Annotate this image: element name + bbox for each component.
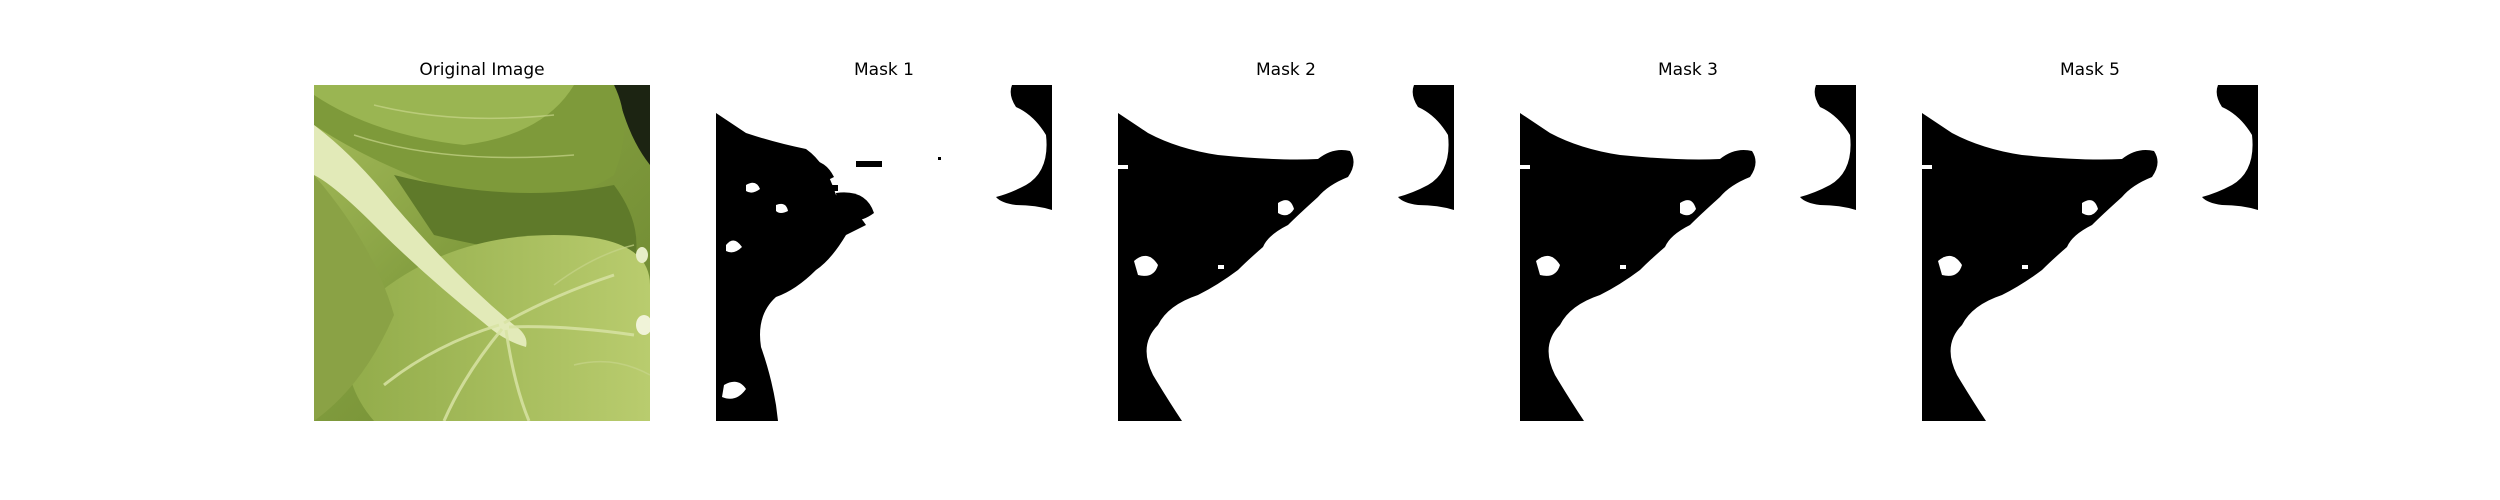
panel-title: Mask 2 xyxy=(1255,60,1316,80)
panel-title: Mask 3 xyxy=(1657,60,1718,80)
panel-mask-5: Mask 5 xyxy=(1922,58,2258,421)
panel-title: Original Image xyxy=(419,60,545,80)
mask-2-image xyxy=(1118,85,1454,421)
panel-original-image: Original Image xyxy=(314,58,650,421)
panel-mask-1: Mask 1 xyxy=(716,58,1052,421)
panel-title: Mask 5 xyxy=(2059,60,2120,80)
mask-1-image xyxy=(716,85,1052,421)
panel-mask-2: Mask 2 xyxy=(1118,58,1454,421)
mask-3-image xyxy=(1520,85,1856,421)
panel-title: Mask 1 xyxy=(853,60,914,80)
original-image xyxy=(314,85,650,421)
mask-5-image xyxy=(1922,85,2258,421)
panel-mask-3: Mask 3 xyxy=(1520,58,1856,421)
